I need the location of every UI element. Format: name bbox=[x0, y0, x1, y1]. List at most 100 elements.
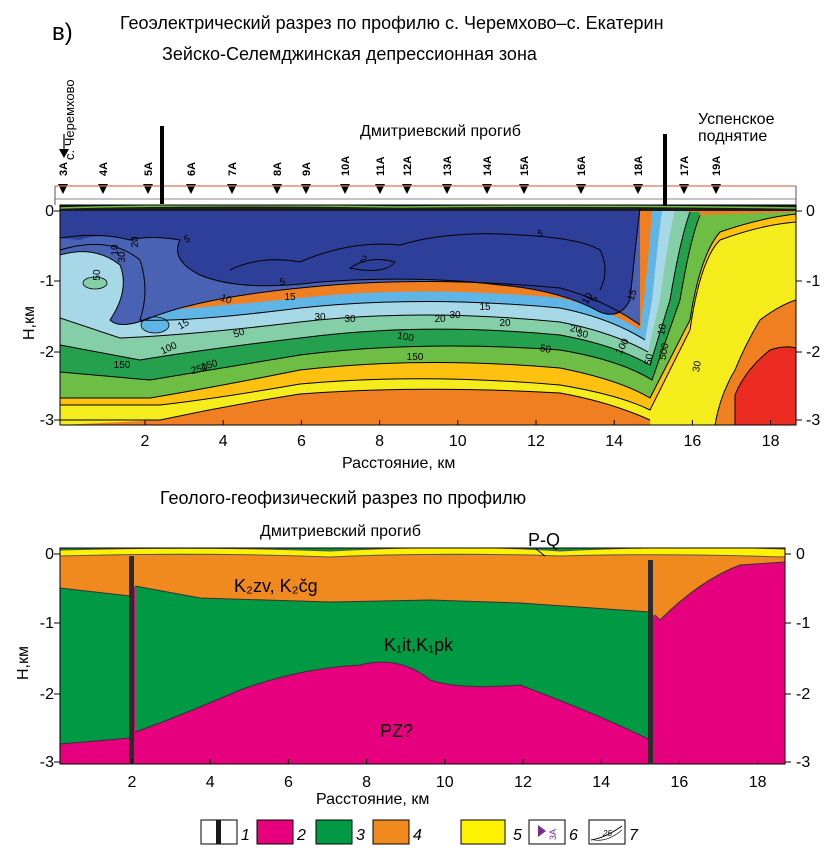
label-k1: K₁it,K₁pk bbox=[384, 635, 454, 655]
station-label: 13А bbox=[442, 156, 454, 176]
x-tick-label: 8 bbox=[362, 774, 371, 791]
y-tick-label-left: -3 bbox=[40, 754, 54, 771]
x-tick-label: 6 bbox=[284, 774, 293, 791]
svg-text:5: 5 bbox=[513, 827, 522, 844]
x-tick-label: 18 bbox=[749, 774, 767, 791]
contour-value-label: 5 bbox=[537, 229, 543, 240]
x-tick-label: 12 bbox=[514, 774, 532, 791]
contour-value-label: 500 bbox=[658, 342, 672, 361]
contour-value-label: 20 bbox=[130, 236, 141, 248]
station-label: 10А bbox=[340, 156, 352, 176]
station-label: 4А bbox=[98, 162, 110, 176]
y-tick-label-left: -2 bbox=[40, 344, 54, 361]
bottom-axes: 2 4 6 8 10 12 14 16 18 0 0 -1 -1 -2 -2 -3 -3 bbox=[40, 546, 811, 791]
village-label: с. Черемхово bbox=[62, 79, 77, 160]
legend-item-4: 4 bbox=[372, 819, 422, 845]
contour-value-label: 20 bbox=[499, 318, 511, 329]
fault-bar-left-bottom bbox=[129, 556, 134, 764]
contour-value-label: 50 bbox=[643, 353, 656, 366]
fault-bar-left-top bbox=[160, 126, 164, 204]
contour-value-label: 20 bbox=[434, 314, 446, 325]
svg-text:3А: 3А bbox=[548, 829, 558, 840]
uplift-label-1: Успенское bbox=[698, 111, 775, 128]
legend-item-3: 3 bbox=[315, 819, 365, 845]
uplift-label-2: поднятие bbox=[698, 128, 767, 145]
legend-item-7: 25 7 bbox=[588, 819, 639, 845]
x-tick-label: 10 bbox=[449, 433, 467, 450]
contour-value-label: 10 bbox=[656, 323, 669, 336]
bottom-ylabel: Н,км bbox=[15, 646, 32, 680]
station-label: 12А bbox=[402, 156, 414, 176]
x-tick-label: 2 bbox=[128, 774, 137, 791]
x-tick-label: 4 bbox=[206, 774, 215, 791]
contour-value-label: 50 bbox=[539, 343, 552, 356]
station-label: 11А bbox=[375, 156, 387, 176]
bottom-trough-label: Дмитриевский прогиб bbox=[260, 523, 421, 540]
legend-item-1: 1 bbox=[200, 819, 250, 845]
svg-text:25: 25 bbox=[602, 829, 612, 838]
x-tick-label: 14 bbox=[592, 774, 610, 791]
y-tick-label-right: -1 bbox=[796, 615, 810, 632]
station-label: 9А bbox=[301, 162, 313, 176]
contour-value-label: 15 bbox=[626, 288, 640, 303]
top-axes: 2 4 6 8 10 12 14 16 18 0 0 -1 -1 -2 -2 -3 -3 bbox=[40, 203, 821, 450]
contour-value-label: 100 bbox=[396, 331, 415, 345]
contour-value-label: 5 bbox=[279, 277, 287, 289]
y-tick-label-right: -3 bbox=[796, 754, 810, 771]
x-tick-label: 14 bbox=[605, 433, 623, 450]
x-tick-label: 16 bbox=[671, 774, 689, 791]
geological-section bbox=[60, 548, 785, 764]
legend-item-2: 2 bbox=[256, 819, 306, 845]
top-xlabel: Расстояние, км bbox=[342, 455, 455, 472]
x-tick-label: 6 bbox=[297, 433, 306, 450]
svg-text:6: 6 bbox=[569, 827, 578, 844]
contour-value-label: 150 bbox=[407, 352, 424, 363]
y-tick-label-right: -1 bbox=[806, 273, 820, 290]
y-tick-label-left: 0 bbox=[45, 203, 54, 220]
bottom-title: Геолого-геофизический разрез по профилю bbox=[160, 488, 526, 508]
station-label: 3А bbox=[58, 162, 70, 176]
contour-value-label: 10 bbox=[219, 293, 234, 307]
x-tick-label: 2 bbox=[141, 433, 150, 450]
label-pz: PZ? bbox=[380, 721, 413, 741]
y-tick-label-right: -2 bbox=[806, 344, 820, 361]
y-tick-label-right: 0 bbox=[806, 203, 815, 220]
pq-pointer bbox=[535, 548, 546, 557]
contour-value-label: 30 bbox=[344, 314, 356, 325]
legend: 1 2 3 4 5 3А 6 25 7 bbox=[200, 819, 639, 845]
contour-value-label: 10 bbox=[580, 291, 595, 307]
contour-value-label: 30 bbox=[449, 310, 461, 321]
svg-text:7: 7 bbox=[629, 827, 639, 844]
station-label: 18А bbox=[633, 156, 645, 176]
contour-value-label: 5 bbox=[589, 294, 601, 303]
label-pq: P-Q bbox=[528, 530, 560, 550]
y-tick-label-left: 0 bbox=[45, 546, 54, 563]
fault-bar-right-bottom bbox=[648, 560, 653, 764]
y-tick-label-right: -2 bbox=[796, 686, 810, 703]
svg-text:4: 4 bbox=[413, 827, 422, 844]
topo-lines bbox=[54, 185, 797, 205]
contour-value-label: 20 bbox=[569, 323, 582, 336]
station-markers: 3А 4А 5А 6А 7А 8А 9А 10А 11А 12А 13А 14А 15А 16А 18А 17… bbox=[58, 156, 723, 194]
y-tick-label-right: -3 bbox=[806, 412, 820, 429]
svg-text:2: 2 bbox=[296, 827, 306, 844]
contour-value-label: 30 bbox=[314, 312, 326, 323]
x-tick-label: 12 bbox=[527, 433, 545, 450]
contour-value-label: 10 bbox=[110, 244, 121, 256]
x-tick-label: 18 bbox=[762, 433, 780, 450]
top-frame bbox=[59, 204, 797, 426]
y-tick-label-left: -1 bbox=[40, 273, 54, 290]
x-tick-label: 16 bbox=[684, 433, 702, 450]
title-line-2: Зейско-Селемджинская депрессионная зона bbox=[162, 44, 538, 64]
trough-label: Дмитриевский прогиб bbox=[360, 123, 521, 140]
y-tick-label-left: -3 bbox=[40, 412, 54, 429]
village-arrow bbox=[59, 134, 69, 158]
y-tick-label-left: -1 bbox=[40, 615, 54, 632]
contour-value-label: 30 bbox=[691, 360, 704, 373]
contour-value-label: 15 bbox=[479, 302, 491, 313]
station-label: 14А bbox=[482, 156, 494, 176]
contour-value-label: 250 bbox=[190, 362, 209, 377]
station-label: 6А bbox=[186, 162, 198, 176]
station-label: 16А bbox=[576, 156, 588, 176]
